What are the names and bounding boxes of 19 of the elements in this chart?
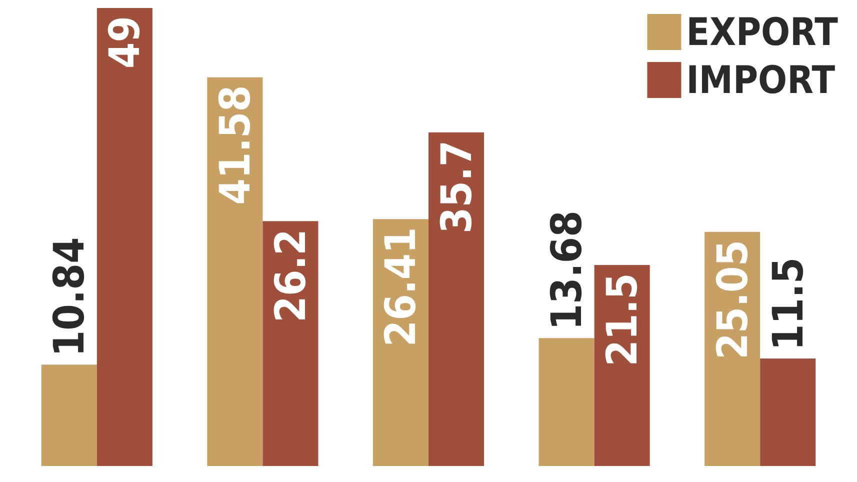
bar: [96, 8, 152, 466]
legend-label: IMPORT: [686, 58, 836, 102]
data-label: 41.58: [210, 85, 260, 205]
bar: [760, 358, 816, 466]
bar: [538, 338, 594, 466]
data-label: 13.68: [542, 210, 592, 330]
bar: [41, 364, 97, 466]
data-label: 11.5: [763, 257, 812, 351]
bar: [207, 77, 263, 466]
data-label: 26.2: [266, 229, 315, 322]
data-label: 35.7: [432, 140, 481, 234]
data-label: 10.84: [44, 237, 94, 357]
data-label: 26.41: [376, 227, 426, 347]
legend-label: EXPORT: [686, 10, 839, 54]
bar: [428, 132, 484, 466]
data-label: 49: [100, 16, 150, 69]
data-label: 25.05: [708, 240, 757, 360]
data-label: 21.5: [598, 273, 647, 366]
bar: [262, 221, 318, 466]
